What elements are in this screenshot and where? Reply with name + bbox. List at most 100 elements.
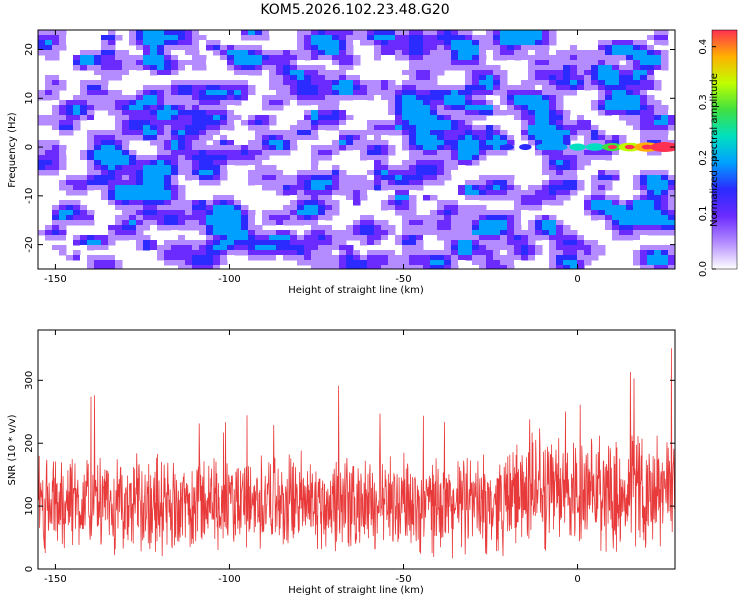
- heatmap-cell: [192, 45, 200, 51]
- heatmap-cell: [220, 130, 228, 136]
- heatmap-cell: [262, 30, 270, 36]
- heatmap-cell: [444, 215, 452, 221]
- heatmap-cell: [255, 155, 263, 161]
- heatmap-cell: [220, 155, 228, 161]
- heatmap-cell: [136, 200, 144, 206]
- heatmap-cell: [409, 120, 417, 126]
- x-tick-label: -100: [218, 574, 241, 585]
- heatmap-cell: [59, 120, 67, 126]
- heatmap-cell: [87, 65, 95, 71]
- heatmap-cell: [304, 235, 312, 241]
- heatmap-cell: [178, 30, 186, 36]
- heatmap-cell: [598, 70, 606, 76]
- heatmap-cell: [332, 70, 340, 76]
- heatmap-cell: [570, 260, 578, 266]
- heatmap-cell: [451, 255, 459, 261]
- heatmap-cell: [374, 35, 382, 41]
- heatmap-cell: [318, 150, 326, 156]
- heatmap-cell: [108, 145, 116, 151]
- heatmap-cell: [66, 60, 74, 66]
- heatmap-cell: [45, 235, 53, 241]
- heatmap-cell: [612, 150, 620, 156]
- heatmap-cell: [234, 55, 242, 61]
- heatmap-cell: [493, 210, 501, 216]
- heatmap-cell: [451, 200, 459, 206]
- heatmap-cell: [311, 240, 319, 246]
- heatmap-cell: [206, 120, 214, 126]
- heatmap-cell: [556, 220, 564, 226]
- heatmap-cell: [542, 30, 550, 36]
- heatmap-cell: [486, 185, 494, 191]
- heatmap-cell: [234, 45, 242, 51]
- heatmap-cell: [661, 120, 669, 126]
- heatmap-cell: [444, 90, 452, 96]
- heatmap-cell: [514, 100, 522, 106]
- heatmap-cell: [150, 130, 158, 136]
- heatmap-cell: [493, 145, 501, 151]
- heatmap-cell: [94, 255, 102, 261]
- heatmap-cell: [94, 55, 102, 61]
- heatmap-cell: [129, 110, 137, 116]
- heatmap-cell: [444, 120, 452, 126]
- heatmap-cell: [535, 40, 543, 46]
- heatmap-cell: [395, 190, 403, 196]
- heatmap-cell: [661, 40, 669, 46]
- heatmap-cell: [367, 180, 375, 186]
- heatmap-cell: [220, 265, 228, 269]
- heatmap-cell: [80, 220, 88, 226]
- heatmap-cell: [136, 100, 144, 106]
- heatmap-cell: [115, 130, 123, 136]
- heatmap-cell: [444, 245, 452, 251]
- heatmap-cell: [87, 80, 95, 86]
- heatmap-cell: [290, 70, 298, 76]
- heatmap-cell: [52, 210, 60, 216]
- heatmap-cell: [150, 170, 158, 176]
- heatmap-cell: [570, 245, 578, 251]
- heatmap-cell: [416, 45, 424, 51]
- heatmap-cell: [297, 205, 305, 211]
- heatmap-cell: [549, 55, 557, 61]
- heatmap-cell: [472, 100, 480, 106]
- heatmap-cell: [199, 155, 207, 161]
- heatmap-cell: [402, 235, 410, 241]
- heatmap-cell: [528, 120, 536, 126]
- heatmap-cell: [591, 250, 599, 256]
- heatmap-cell: [507, 210, 515, 216]
- heatmap-cell: [248, 35, 256, 41]
- heatmap-cell: [143, 35, 151, 41]
- heatmap-cell: [605, 150, 613, 156]
- heatmap-cell: [115, 180, 123, 186]
- heatmap-cell: [486, 265, 494, 269]
- heatmap-cell: [276, 145, 284, 151]
- heatmap-cell: [129, 60, 137, 66]
- heatmap-cell: [437, 165, 445, 171]
- heatmap-cell: [136, 170, 144, 176]
- heatmap-cell: [241, 30, 249, 36]
- heatmap-cell: [101, 130, 109, 136]
- heatmap-cell: [192, 80, 200, 86]
- heatmap-cell: [227, 100, 235, 106]
- heatmap-cell: [395, 255, 403, 261]
- heatmap-cell: [423, 125, 431, 131]
- heatmap-cell: [381, 100, 389, 106]
- heatmap-cell: [220, 245, 228, 251]
- heatmap-cell: [584, 250, 592, 256]
- heatmap-cell: [374, 215, 382, 221]
- heatmap-cell: [647, 100, 655, 106]
- heatmap-cell: [353, 200, 361, 206]
- heatmap-cell: [563, 125, 571, 131]
- heatmap-cell: [395, 265, 403, 269]
- heatmap-cell: [332, 90, 340, 96]
- heatmap-cell: [388, 115, 396, 121]
- heatmap-cell: [220, 50, 228, 56]
- heatmap-cell: [339, 85, 347, 91]
- heatmap-cell: [213, 260, 221, 266]
- heatmap-cell: [654, 135, 662, 141]
- heatmap-cell: [87, 105, 95, 111]
- heatmap-cell: [171, 120, 179, 126]
- heatmap-cell: [269, 250, 277, 256]
- heatmap-cell: [171, 70, 179, 76]
- heatmap-cell: [339, 115, 347, 121]
- heatmap-cell: [570, 90, 578, 96]
- heatmap-cell: [325, 260, 333, 266]
